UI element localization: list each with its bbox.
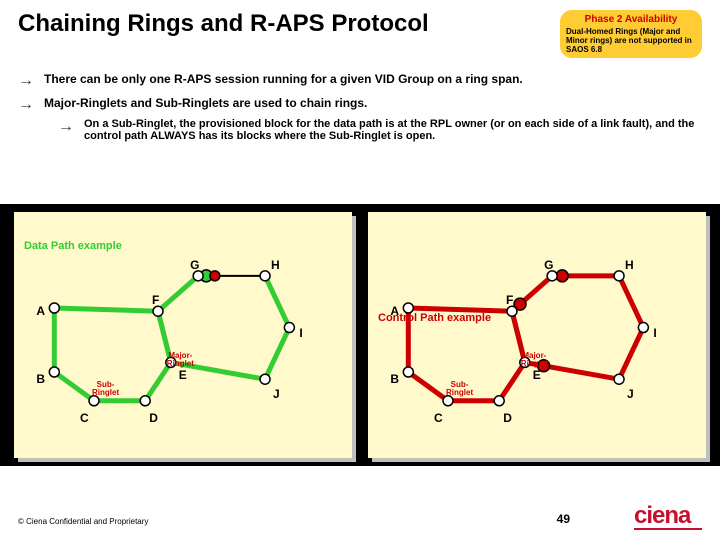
node-label-A: A [390,304,399,318]
sub-ringlet-label: Sub-Ringlet [92,381,119,397]
major-ringlet-label: Major-Ringlet [167,352,194,368]
logo-text: ciena [634,502,702,530]
node-label-J: J [627,387,634,401]
node-label-B: B [390,372,399,386]
node-label-I: I [299,326,302,340]
callout-head: Phase 2 Availability [566,14,696,26]
bullet-text: There can be only one R-APS session runn… [44,72,523,86]
major-ringlet-label: Major-Ringlet [521,352,548,368]
node-label-E: E [179,368,187,382]
bullet-l2: → On a Sub-Ringlet, the provisioned bloc… [58,118,702,142]
copyright: © Ciena Confidential and Proprietary [18,517,148,526]
sub-ringlet-label: Sub-Ringlet [446,381,473,397]
node-label-B: B [36,372,45,386]
node-label-D: D [149,411,158,425]
callout-body: Dual-Homed Rings (Major and Minor rings)… [566,27,696,55]
node-label-A: A [36,304,45,318]
bullet-l1: → There can be only one R-APS session ru… [18,72,702,90]
left-panel: Data Path example ABCDEFGHIJSub-RingletM… [14,212,352,458]
arrow-icon: → [18,96,34,114]
node-label-E: E [533,368,541,382]
bullet-text: Major-Ringlets and Sub-Ringlets are used… [44,96,367,110]
ciena-logo: ciena [634,502,702,530]
page-number: 49 [557,512,570,526]
node-label-J: J [273,387,280,401]
right-panel: Control Path example ABCDEFGHIJSub-Ringl… [368,212,706,458]
node-label-D: D [503,411,512,425]
arrow-icon: → [18,72,34,90]
bullet-l1: → Major-Ringlets and Sub-Ringlets are us… [18,96,702,114]
node-label-C: C [80,411,89,425]
node-label-H: H [271,258,280,272]
bullet-list: → There can be only one R-APS session ru… [18,72,702,142]
page-title: Chaining Rings and R-APS Protocol [18,10,429,38]
availability-callout: Phase 2 Availability Dual-Homed Rings (M… [560,10,702,58]
node-label-F: F [506,293,513,307]
node-label-G: G [190,258,199,272]
node-label-F: F [152,293,159,307]
bullet-text: On a Sub-Ringlet, the provisioned block … [84,118,702,142]
arrow-icon: → [58,118,74,136]
node-label-I: I [653,326,656,340]
node-label-G: G [544,258,553,272]
node-label-H: H [625,258,634,272]
node-label-C: C [434,411,443,425]
